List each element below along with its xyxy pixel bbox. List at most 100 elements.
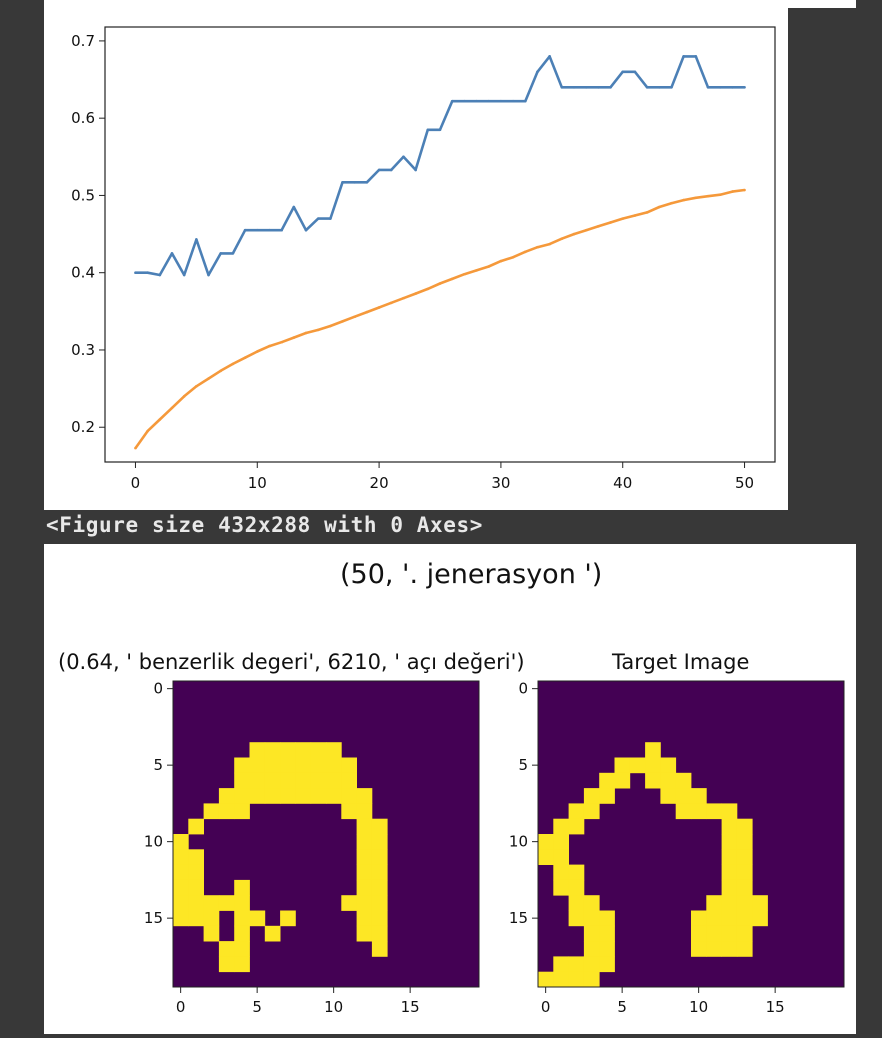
series-2-point: [414, 292, 417, 295]
series-2-point: [450, 277, 454, 281]
heatmap-pixel: [721, 834, 738, 850]
heatmap-pixel: [234, 925, 250, 942]
heatmap-pixel: [583, 925, 600, 942]
heatmap-pixel: [706, 925, 722, 942]
heatmap-pixel: [675, 803, 692, 820]
heatmap-pixel: [203, 925, 220, 942]
heatmap-pixel: [538, 971, 554, 988]
series-1-point: [731, 85, 734, 89]
heatmap-pixel: [356, 895, 373, 911]
series-1-point: [377, 168, 381, 172]
series-2-point: [207, 377, 210, 380]
heatmap-pixel: [218, 956, 235, 973]
heatmap-pixel: [553, 834, 569, 850]
series-2-point: [377, 306, 381, 309]
series-1-point: [158, 273, 162, 277]
series-1-point: [365, 181, 369, 184]
heatmap-pixel: [203, 803, 220, 820]
x-tick-label: 10: [248, 474, 267, 492]
series-1-point: [621, 70, 625, 74]
generation-suptitle: (50, '. jenerasyon '): [340, 559, 602, 590]
heatmap-pixel: [538, 834, 554, 850]
heatmap-pixel: [660, 772, 677, 789]
heatmap-pixel: [538, 849, 554, 865]
heatmap-pixel: [721, 849, 738, 865]
heatmap-pixel: [234, 757, 250, 774]
heatmap-pixel: [326, 772, 342, 789]
heatmap-pixel: [568, 956, 585, 973]
heatmap-pixel: [736, 925, 753, 942]
heatmap-pixel: [583, 956, 600, 973]
heatmap-pixel: [218, 941, 235, 957]
series-1-point: [463, 99, 466, 103]
heatmap-pixel: [234, 895, 250, 911]
series-1-point: [572, 85, 576, 89]
generated-image-heatmap: 0 5 10 15 0 5 10 15: [144, 680, 480, 1016]
heatmap-pixel: [326, 757, 342, 774]
heatmap-pixel: [371, 925, 388, 942]
series-2-point: [426, 287, 430, 291]
series-1-point: [584, 85, 588, 89]
image-comparison-figure: (50, '. jenerasyon ') (0.64, ' benzerlik…: [58, 559, 845, 1016]
series-1-point: [219, 252, 223, 255]
line-chart-panel: 0 10 20 30 40 50 0.2 0.3 0.4 0.5 0.6 0.7: [44, 0, 788, 510]
series-2-point: [548, 242, 551, 246]
series-line-2: [134, 188, 745, 449]
x-tick-label: 30: [491, 474, 510, 492]
heatmap-pixel: [203, 910, 220, 927]
series-1-point: [633, 70, 637, 74]
x-tick-label: 5: [252, 998, 262, 1016]
heatmap-pixel: [599, 910, 615, 927]
heatmap-pixel: [295, 742, 312, 758]
y-tick-label: 10: [509, 833, 528, 851]
x-tick-label: 10: [689, 998, 708, 1016]
y-tick-label: 0.2: [71, 418, 95, 436]
heatmap-pixel: [553, 849, 569, 865]
series-2-point: [511, 255, 515, 259]
series-2-point: [560, 237, 564, 241]
heatmap-pixel: [706, 895, 722, 911]
heatmap-pixel: [264, 757, 281, 774]
heatmap-pixel: [721, 895, 738, 911]
series-2-point: [341, 320, 344, 323]
heatmap-pixel: [234, 879, 250, 896]
heatmap-pixel: [371, 864, 388, 881]
heatmap-pixel: [721, 941, 738, 957]
heatmap-pixel: [691, 788, 707, 804]
heatmap-pixel: [371, 818, 388, 835]
series-1-point: [268, 228, 271, 232]
y-tick-label: 0: [153, 680, 163, 698]
series-2-point: [255, 350, 259, 353]
series-2-point: [219, 369, 223, 373]
heatmap-pixel: [234, 956, 250, 973]
y-tick-label: 10: [144, 833, 163, 851]
heatmap-pixel: [706, 910, 722, 927]
heatmap-pixel: [583, 971, 600, 988]
series-2-point: [353, 315, 357, 319]
series-2-point: [280, 340, 283, 344]
y-tick-label: 0.4: [71, 264, 95, 282]
heatmap-pixel: [583, 803, 600, 820]
series-2-point: [584, 228, 588, 232]
x-tick-label: 0: [176, 998, 186, 1016]
output-edge: [788, 0, 856, 8]
series-1-point: [548, 55, 551, 58]
heatmap-pixel: [173, 834, 189, 850]
heatmap-pixel: [234, 803, 250, 820]
heatmap-frame: [172, 680, 480, 988]
heatmap-pixel: [249, 742, 266, 758]
heatmap-pixel: [234, 788, 250, 804]
heatmap-pixel: [553, 971, 569, 988]
series-1-point: [329, 217, 332, 220]
heatmap-pixel: [341, 895, 357, 911]
series-1-point: [670, 85, 673, 89]
heatmap-pixel: [691, 925, 707, 942]
heatmap-pixel: [295, 788, 312, 804]
heatmap-pixel: [173, 910, 189, 927]
heatmap-pixel: [249, 757, 266, 774]
series-2-point: [158, 418, 162, 421]
heatmap-pixel: [736, 818, 753, 835]
heatmap-pixel: [356, 818, 373, 835]
series-1-point: [414, 168, 417, 172]
series-2-point: [694, 196, 698, 200]
